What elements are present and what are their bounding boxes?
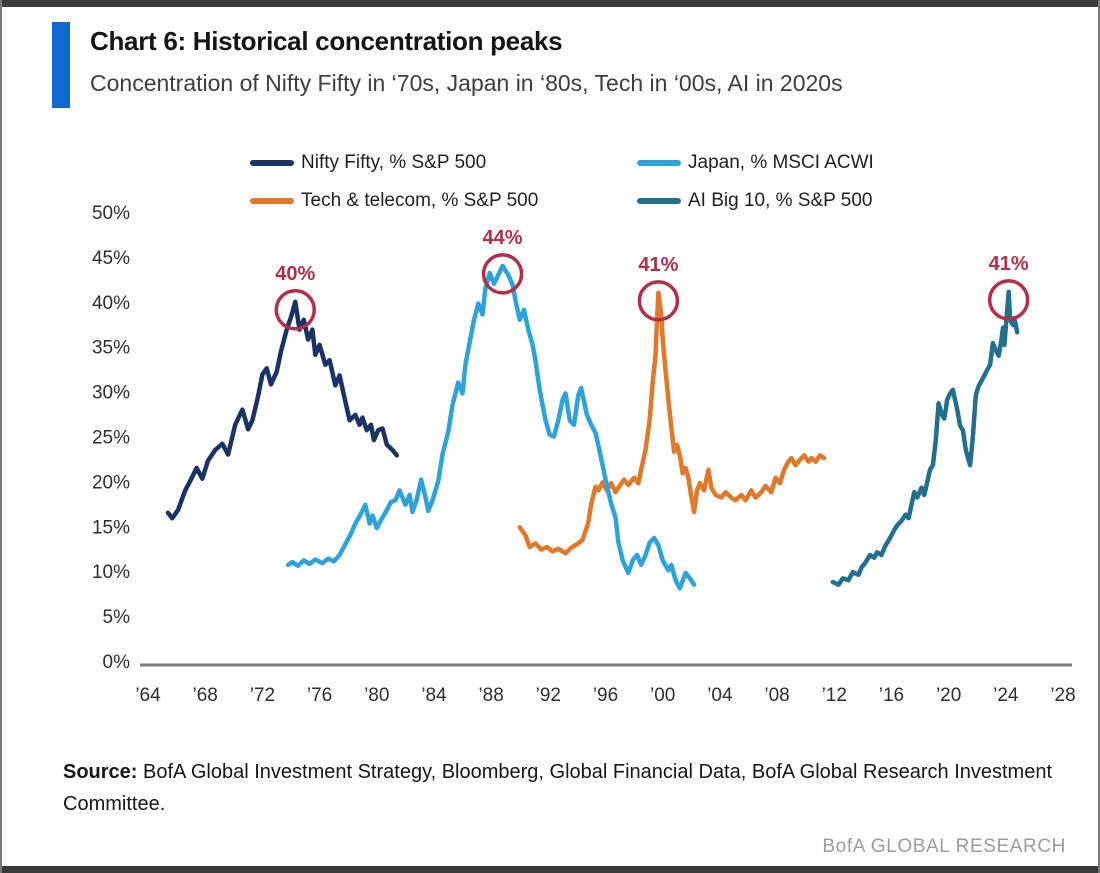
svg-text:15%: 15%	[92, 517, 130, 538]
svg-text:’68: ’68	[193, 685, 218, 706]
legend-item-japan: Japan, % MSCI ACWI	[637, 151, 874, 175]
source-label: Source:	[63, 761, 138, 783]
svg-text:20%: 20%	[92, 472, 130, 493]
legend-swatch-ai-big-10-icon	[637, 198, 681, 204]
legend-item-ai-big-10: AI Big 10, % S&P 500	[637, 189, 873, 213]
svg-text:45%: 45%	[92, 248, 130, 269]
svg-text:25%: 25%	[92, 428, 130, 449]
svg-text:35%: 35%	[92, 338, 130, 359]
svg-text:40%: 40%	[275, 263, 315, 285]
svg-text:’20: ’20	[936, 685, 961, 706]
svg-text:5%: 5%	[103, 607, 131, 628]
frame-border-left	[0, 0, 2, 873]
svg-text:’76: ’76	[307, 685, 332, 706]
svg-text:41%: 41%	[989, 253, 1029, 275]
legend-label-nifty-fifty: Nifty Fifty, % S&P 500	[301, 152, 487, 173]
frame-border-bottom	[0, 866, 1100, 873]
title-accent-bar	[52, 22, 70, 108]
svg-text:’04: ’04	[707, 685, 733, 706]
svg-text:’96: ’96	[593, 685, 618, 706]
legend-swatch-nifty-fifty-icon	[250, 160, 294, 166]
frame-border-top	[0, 0, 1100, 7]
svg-text:30%: 30%	[92, 383, 130, 404]
svg-text:40%: 40%	[92, 293, 130, 314]
legend-label-ai-big-10: AI Big 10, % S&P 500	[688, 190, 873, 211]
legend-label-japan: Japan, % MSCI ACWI	[688, 152, 874, 173]
source-note: Source: BofA Global Investment Strategy,…	[63, 756, 1063, 820]
svg-text:’64: ’64	[135, 685, 161, 706]
source-text: BofA Global Investment Strategy, Bloombe…	[63, 761, 1053, 815]
svg-text:’28: ’28	[1050, 685, 1075, 706]
svg-text:’16: ’16	[879, 685, 904, 706]
svg-text:’08: ’08	[764, 685, 789, 706]
legend-item-tech-telecom: Tech & telecom, % S&P 500	[250, 189, 538, 213]
brand-watermark: BofA GLOBAL RESEARCH	[822, 836, 1066, 857]
chart-title: Chart 6: Historical concentration peaks	[90, 26, 563, 56]
svg-text:50%: 50%	[92, 203, 130, 224]
legend-label-tech-telecom: Tech & telecom, % S&P 500	[301, 190, 539, 211]
svg-text:’84: ’84	[421, 685, 447, 706]
legend-swatch-tech-telecom-icon	[250, 198, 294, 204]
svg-text:’12: ’12	[822, 685, 847, 706]
svg-text:’00: ’00	[650, 685, 675, 706]
frame-border-right	[1098, 0, 1100, 873]
legend-swatch-japan-icon	[637, 160, 681, 166]
svg-text:10%: 10%	[92, 562, 130, 583]
svg-text:’80: ’80	[364, 685, 389, 706]
svg-text:’92: ’92	[536, 685, 561, 706]
legend-item-nifty-fifty: Nifty Fifty, % S&P 500	[250, 151, 486, 175]
svg-text:’88: ’88	[478, 685, 503, 706]
svg-text:0%: 0%	[103, 652, 131, 673]
chart-subtitle: Concentration of Nifty Fifty in ‘70s, Ja…	[90, 70, 843, 96]
svg-text:’72: ’72	[250, 685, 275, 706]
svg-text:41%: 41%	[638, 254, 678, 276]
svg-text:’24: ’24	[993, 685, 1019, 706]
svg-text:44%: 44%	[483, 227, 523, 249]
